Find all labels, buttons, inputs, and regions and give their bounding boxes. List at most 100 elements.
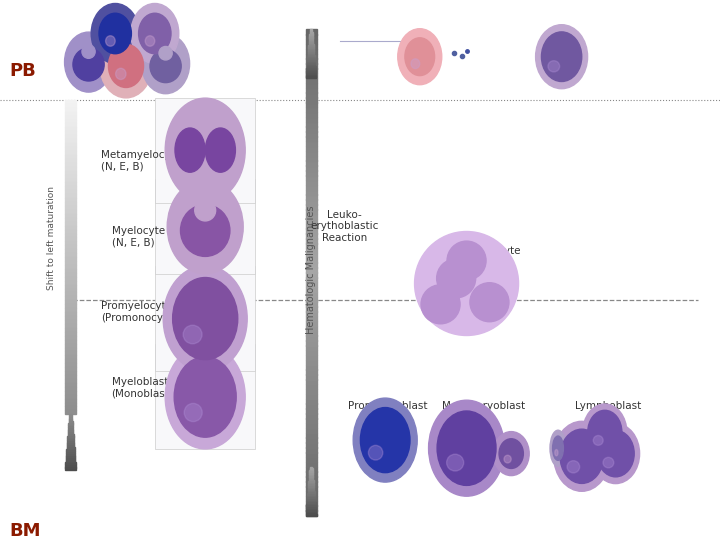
Bar bbox=[307, 496, 315, 498]
Bar bbox=[305, 384, 317, 389]
Bar bbox=[308, 488, 314, 490]
Bar bbox=[305, 214, 317, 219]
Bar bbox=[65, 402, 76, 407]
Ellipse shape bbox=[436, 259, 476, 298]
Bar bbox=[305, 350, 317, 355]
Bar bbox=[305, 277, 317, 282]
Bar bbox=[305, 496, 317, 501]
Ellipse shape bbox=[588, 410, 622, 454]
Bar bbox=[65, 293, 76, 296]
Bar bbox=[68, 434, 73, 436]
Bar bbox=[65, 407, 76, 410]
Ellipse shape bbox=[553, 436, 563, 460]
Bar bbox=[307, 63, 315, 65]
Bar bbox=[65, 179, 76, 183]
Text: PB: PB bbox=[9, 62, 36, 80]
Bar bbox=[305, 379, 317, 384]
Bar bbox=[305, 73, 317, 78]
Bar bbox=[305, 296, 317, 302]
Bar bbox=[309, 39, 313, 41]
Bar bbox=[307, 60, 315, 62]
Bar bbox=[305, 233, 317, 239]
Bar bbox=[65, 147, 76, 151]
Text: Hematologic Malignancies: Hematologic Malignancies bbox=[306, 206, 316, 334]
Bar bbox=[305, 92, 317, 98]
Bar bbox=[65, 277, 76, 281]
Bar bbox=[65, 399, 76, 402]
Bar bbox=[309, 473, 313, 475]
Bar bbox=[305, 97, 317, 103]
Ellipse shape bbox=[593, 435, 603, 445]
Bar bbox=[305, 491, 317, 496]
Bar bbox=[65, 230, 76, 233]
Bar bbox=[66, 462, 76, 464]
Text: Myeloblast
(Monoblast): Myeloblast (Monoblast) bbox=[112, 377, 174, 399]
Ellipse shape bbox=[446, 454, 464, 471]
Ellipse shape bbox=[415, 232, 518, 335]
Bar bbox=[65, 155, 76, 159]
Bar bbox=[307, 497, 315, 500]
Bar bbox=[305, 209, 317, 214]
Bar bbox=[305, 107, 317, 112]
Bar bbox=[65, 249, 76, 253]
Bar bbox=[65, 167, 76, 171]
Ellipse shape bbox=[470, 283, 509, 322]
Ellipse shape bbox=[205, 128, 235, 172]
Bar bbox=[65, 363, 76, 367]
Bar bbox=[307, 58, 315, 60]
Bar bbox=[65, 124, 76, 127]
Bar bbox=[65, 383, 76, 387]
Ellipse shape bbox=[541, 32, 582, 82]
Bar bbox=[306, 510, 316, 512]
Bar bbox=[66, 456, 75, 458]
Bar bbox=[305, 102, 317, 107]
Ellipse shape bbox=[139, 13, 171, 54]
Bar bbox=[65, 371, 76, 375]
Bar bbox=[65, 395, 76, 399]
Ellipse shape bbox=[167, 180, 243, 274]
Bar bbox=[65, 348, 76, 352]
Bar bbox=[310, 29, 312, 31]
Bar bbox=[305, 326, 317, 331]
Bar bbox=[310, 468, 312, 470]
Bar bbox=[305, 78, 317, 83]
Bar bbox=[305, 292, 317, 297]
Bar bbox=[65, 202, 76, 206]
Bar bbox=[65, 352, 76, 355]
Ellipse shape bbox=[428, 400, 505, 496]
Bar bbox=[65, 343, 76, 348]
Bar bbox=[310, 31, 312, 33]
Bar bbox=[306, 512, 316, 514]
Bar bbox=[307, 501, 315, 503]
Bar bbox=[65, 355, 76, 359]
Bar bbox=[305, 117, 317, 122]
Text: Shift to left maturation: Shift to left maturation bbox=[48, 186, 56, 289]
Bar bbox=[65, 257, 76, 261]
Bar bbox=[156, 266, 255, 371]
Ellipse shape bbox=[181, 205, 230, 256]
Bar bbox=[305, 34, 317, 39]
Bar bbox=[305, 156, 317, 161]
Ellipse shape bbox=[493, 431, 529, 476]
Bar bbox=[307, 491, 315, 493]
Bar bbox=[305, 316, 317, 321]
Bar bbox=[305, 399, 317, 404]
Bar bbox=[65, 100, 76, 104]
Ellipse shape bbox=[361, 408, 410, 472]
Text: Metamyelocyte
(N, E, B): Metamyelocyte (N, E, B) bbox=[101, 150, 181, 172]
Bar bbox=[68, 427, 73, 429]
Bar bbox=[305, 330, 317, 336]
Bar bbox=[305, 170, 317, 176]
Bar bbox=[305, 282, 317, 287]
Bar bbox=[307, 494, 315, 496]
Bar bbox=[310, 467, 312, 469]
Bar bbox=[305, 146, 317, 151]
Bar bbox=[307, 65, 315, 67]
Bar bbox=[306, 76, 316, 78]
Bar bbox=[65, 104, 76, 108]
Ellipse shape bbox=[142, 33, 189, 94]
Bar bbox=[305, 462, 317, 467]
Ellipse shape bbox=[159, 46, 172, 60]
Text: Promormoblast: Promormoblast bbox=[348, 401, 427, 411]
Bar bbox=[305, 428, 317, 433]
